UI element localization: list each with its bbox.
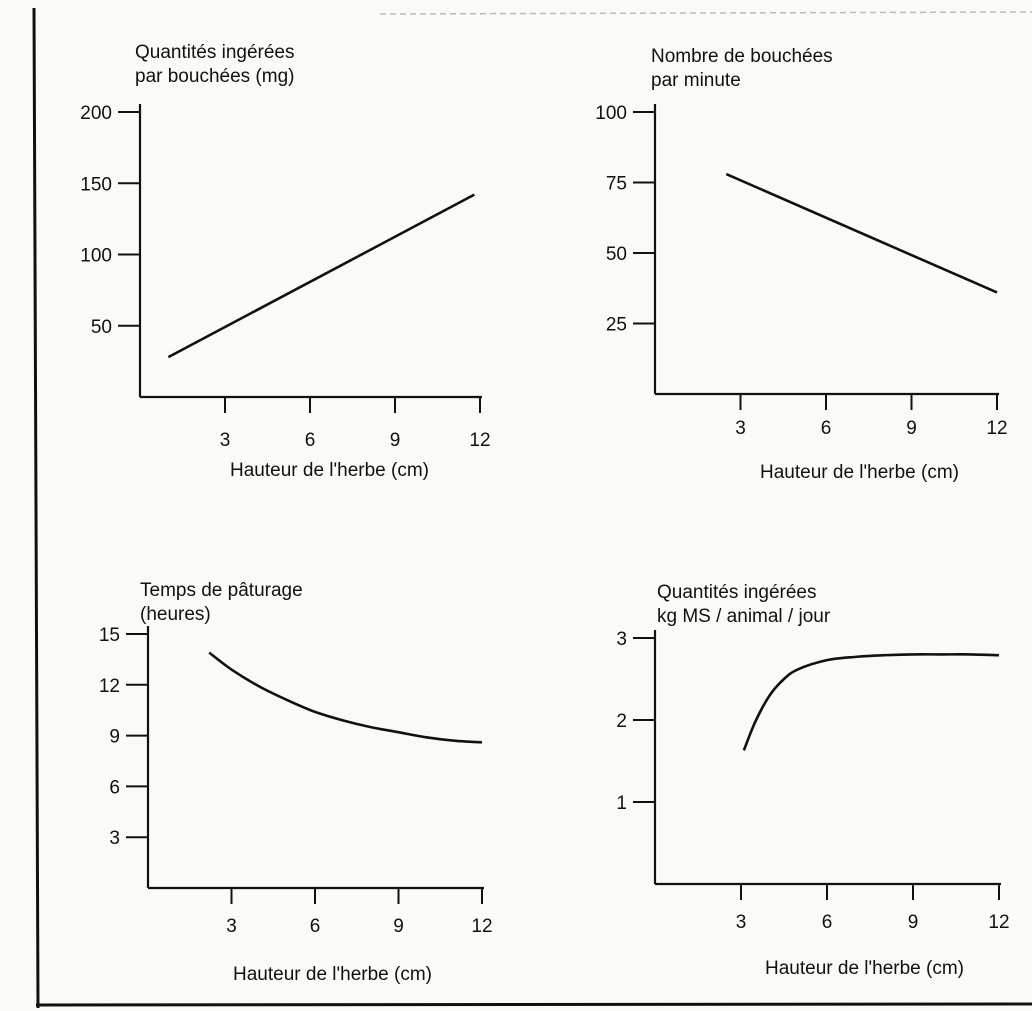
chart-panel-ingestion-per-bite: Quantités ingérées par bouchées (mg) 50 100… [80, 42, 490, 481]
x-tick-label: 6 [305, 430, 316, 451]
x-axis-label: Hauteur de l'herbe (cm) [230, 460, 429, 481]
y-tick-label: 25 [606, 315, 627, 336]
x-tick-label: 12 [986, 418, 1007, 439]
page-border-left [32, 7, 40, 1009]
y-tick-label: 100 [80, 246, 112, 267]
y-tick-label: 2 [616, 711, 627, 732]
y-tick-label: 50 [91, 317, 112, 338]
y-tick-label: 75 [606, 174, 627, 195]
x-tick-label: 9 [906, 418, 917, 439]
x-tick-label: 9 [393, 916, 404, 937]
chart-panel-daily-intake: Quantités ingérées kg MS / animal / jour 1… [616, 582, 1009, 979]
x-tick-label: 3 [735, 418, 746, 439]
series-line [208, 651, 483, 744]
x-tick-label: 3 [220, 430, 231, 451]
page-border-top [379, 11, 1032, 15]
chart-title-line: Temps de pâturage [140, 580, 303, 601]
chart-title-line: Nombre de bouchées [651, 46, 833, 67]
chart-panel-grazing-time: Temps de pâturage (heures) 3 6 9 12 15 3 6 9 12 Hau… [99, 580, 493, 985]
page-border-bottom [35, 1002, 1032, 1007]
y-tick-label: 9 [109, 727, 120, 748]
series-line [167, 193, 475, 359]
chart-title-line: (heures) [140, 604, 211, 625]
x-tick-label: 12 [469, 430, 490, 451]
x-tick-label: 6 [822, 912, 833, 933]
x-axis-label: Hauteur de l'herbe (cm) [760, 462, 959, 483]
y-tick-label: 1 [616, 793, 627, 814]
chart-panel-bites-per-minute: Nombre de bouchées par minute 25 50 75 100 3 6 9… [595, 46, 1007, 483]
chart-title-line: par bouchées (mg) [135, 66, 294, 87]
series-line [742, 653, 1000, 751]
x-tick-label: 9 [908, 912, 919, 933]
x-tick-label: 9 [390, 430, 401, 451]
y-tick-label: 200 [80, 103, 112, 124]
y-tick-label: 3 [616, 629, 627, 650]
x-tick-label: 12 [471, 916, 492, 937]
y-tick-label: 150 [80, 174, 112, 195]
y-tick-label: 15 [99, 625, 120, 646]
y-tick-label: 50 [606, 244, 627, 265]
chart-title-line: Quantités ingérées [135, 42, 295, 63]
x-tick-label: 12 [988, 912, 1009, 933]
y-tick-label: 3 [109, 828, 120, 849]
chart-title-line: kg MS / animal / jour [657, 606, 831, 627]
y-tick-label: 12 [99, 676, 120, 697]
x-axis-label: Hauteur de l'herbe (cm) [233, 964, 432, 985]
x-axis-label: Hauteur de l'herbe (cm) [765, 958, 964, 979]
x-tick-label: 3 [226, 916, 237, 937]
x-tick-label: 6 [310, 916, 321, 937]
y-tick-label: 100 [595, 103, 627, 124]
y-tick-label: 6 [109, 777, 120, 798]
x-tick-label: 3 [736, 912, 747, 933]
x-tick-label: 6 [821, 418, 832, 439]
chart-title-line: par minute [651, 70, 741, 91]
series-line [725, 172, 998, 294]
chart-title-line: Quantités ingérées [657, 582, 817, 603]
